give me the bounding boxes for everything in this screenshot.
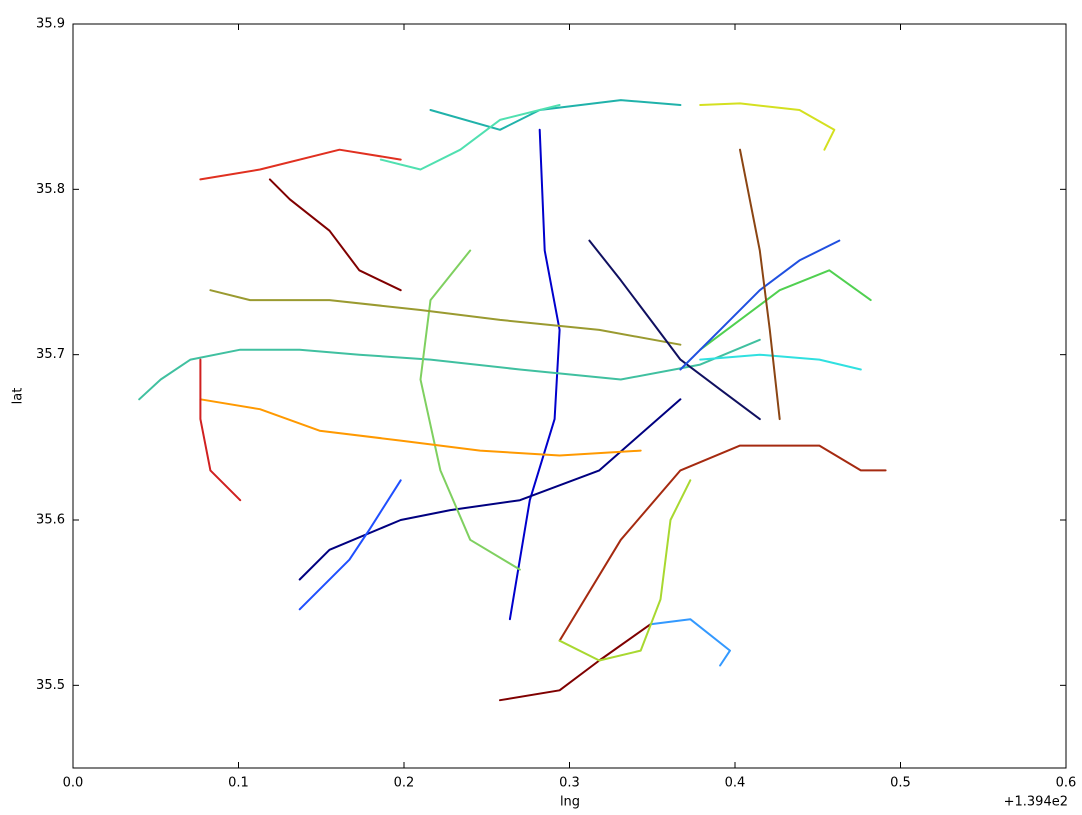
x-offset-label: +1.394e2 — [1004, 795, 1068, 810]
y-tick-label: 35.6 — [36, 513, 65, 528]
x-tick-label: 0.4 — [725, 776, 746, 791]
y-tick-label: 35.5 — [36, 678, 65, 693]
y-tick-label: 35.8 — [36, 182, 65, 197]
x-axis-label: lng — [560, 795, 580, 810]
y-tick-label: 35.9 — [36, 17, 65, 32]
x-tick-label: 0.0 — [63, 776, 84, 791]
x-tick-label: 0.1 — [228, 776, 249, 791]
chart: lng lat +1.394e2 0.0 0.1 0.2 0.3 0.4 0.5 0.6 35… — [0, 0, 1082, 815]
x-tick-label: 0.3 — [559, 776, 580, 791]
plot-area — [73, 24, 1066, 768]
y-axis-label: lat — [11, 388, 26, 405]
x-tick-label: 0.5 — [890, 776, 911, 791]
y-tick-label: 35.7 — [36, 347, 65, 362]
x-tick-label: 0.2 — [394, 776, 415, 791]
x-tick-label: 0.6 — [1056, 776, 1077, 791]
